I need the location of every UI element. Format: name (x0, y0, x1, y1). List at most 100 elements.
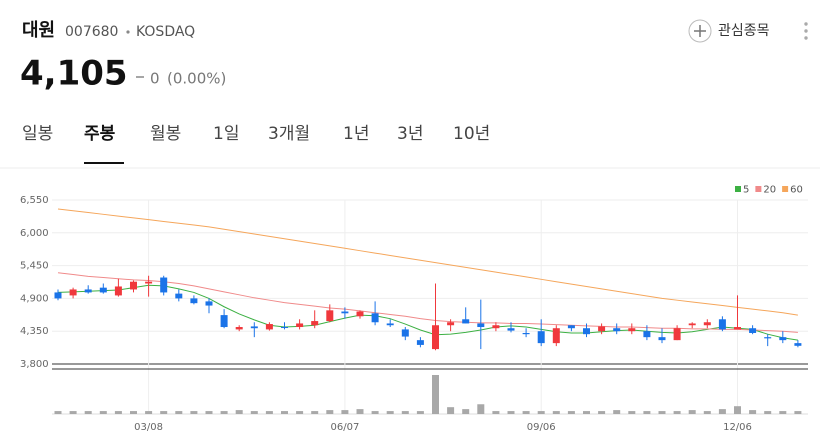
candle-body (734, 327, 741, 330)
candle-body (688, 323, 696, 326)
tab[interactable]: 월봉 (150, 124, 181, 144)
volume-bar (583, 411, 590, 414)
volume-bar (145, 411, 153, 414)
candle-body (507, 328, 515, 331)
tab[interactable]: 3개월 (268, 124, 310, 144)
tab[interactable]: 일봉 (22, 124, 53, 144)
tab[interactable]: 1일 (213, 124, 239, 144)
change: 0 (150, 70, 160, 88)
candle-body (598, 326, 606, 332)
watch-icon[interactable] (688, 19, 712, 43)
volume-bar (703, 411, 711, 414)
candle-body (779, 337, 787, 341)
volume-bar (688, 410, 696, 414)
legend-label: 20 (763, 185, 776, 196)
volume-bar (643, 411, 651, 414)
more-menu[interactable] (804, 22, 808, 40)
volume-bar (522, 411, 530, 414)
volume-bar (734, 406, 741, 414)
candle-body (175, 293, 183, 299)
volume-bar (341, 410, 349, 414)
legend-label: 5 (743, 185, 749, 196)
candle-body (447, 322, 455, 326)
candle-body (492, 325, 500, 329)
volume-bar (718, 409, 726, 414)
volume-bar (190, 411, 198, 414)
volume-bar (552, 411, 560, 414)
candle-body (356, 311, 364, 317)
moving-average (57, 208, 798, 316)
moving-average (57, 272, 798, 333)
volume-bar (160, 411, 168, 414)
volume-bar (764, 411, 772, 414)
volume-bar (477, 404, 485, 414)
volume-bar (220, 411, 228, 414)
volume-bar (492, 411, 500, 414)
market: KOSDAQ (136, 24, 195, 40)
volume-bar (658, 411, 666, 414)
legend-swatch (735, 186, 741, 192)
volume-bar (598, 411, 606, 414)
candle-body (794, 343, 802, 346)
volume-bar (749, 410, 757, 414)
tab[interactable]: 3년 (397, 124, 423, 144)
candle-body (643, 331, 651, 338)
volume-bar (507, 411, 515, 414)
candle-body (628, 328, 636, 332)
candle-body (401, 329, 409, 337)
candle-body (341, 311, 349, 314)
candle-body (235, 327, 243, 330)
volume-bar (296, 411, 304, 414)
volume-bar (779, 411, 787, 414)
volume-bar (250, 411, 258, 414)
candle-body (145, 281, 153, 284)
watch-button[interactable]: 관심종목 (718, 23, 770, 39)
volume-bar (537, 411, 545, 414)
volume-bar (447, 407, 455, 414)
candle-body (477, 323, 485, 328)
candle-body (522, 332, 530, 335)
volume-bar (311, 411, 319, 414)
tab[interactable]: 주봉 (84, 124, 116, 144)
candle-body (583, 328, 590, 335)
volume-bar (356, 409, 364, 414)
candle-body (764, 337, 772, 339)
candle-body (130, 281, 137, 290)
legend-swatch (782, 186, 789, 192)
stock-code: 007680 (65, 24, 118, 40)
tab[interactable]: 10년 (453, 124, 490, 144)
price: 4,105 (20, 54, 128, 94)
change-rate: (0.00%) (167, 70, 226, 88)
volume-bar (84, 411, 92, 414)
volume-bar (69, 411, 77, 414)
volume-bar (235, 410, 243, 414)
candle-body (567, 325, 575, 329)
volume-bar (326, 410, 334, 414)
candle-body (99, 287, 107, 293)
volume-bar (628, 411, 636, 414)
candle-body (371, 313, 379, 323)
volume-bar (401, 411, 409, 414)
candle-body (190, 298, 198, 304)
volume-bar (386, 411, 394, 414)
candle-body (160, 277, 168, 293)
candle-body (114, 286, 122, 296)
legend-swatch (755, 186, 762, 192)
candle-body (54, 292, 62, 299)
volume-bar (130, 411, 137, 414)
tab[interactable]: 1년 (343, 124, 369, 144)
candle-body (416, 340, 424, 345)
volume-bar (281, 411, 288, 414)
y-tick-label: 6,550 (20, 195, 49, 206)
y-tick-label: 6,000 (20, 228, 49, 239)
volume-bar (673, 411, 681, 414)
volume-bar (613, 410, 621, 414)
y-tick-label: 4,900 (20, 293, 49, 304)
tab-underline (84, 162, 124, 164)
candle-body (462, 319, 470, 324)
candle-body (220, 315, 228, 328)
candle-body (673, 328, 681, 341)
candle-body (718, 319, 726, 330)
separator-dot (126, 30, 130, 34)
x-tick-label: 12/06 (723, 422, 752, 433)
